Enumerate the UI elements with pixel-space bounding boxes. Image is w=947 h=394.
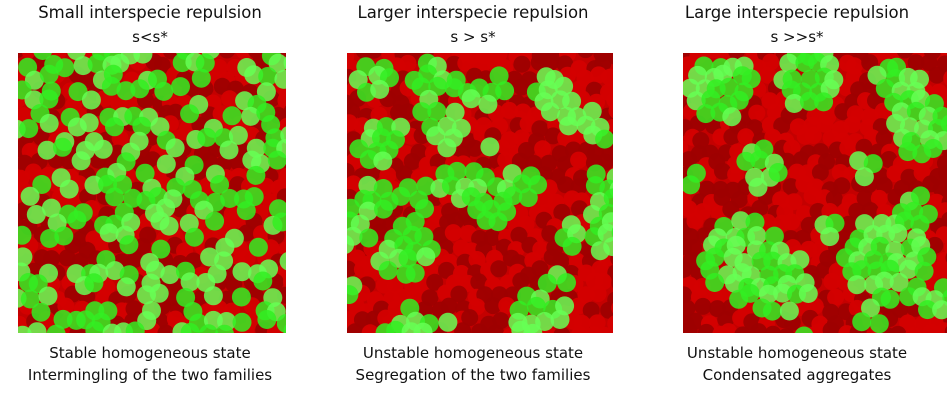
panel-small-repulsion: Small interspecie repulsion s<s* Stable … xyxy=(0,0,300,394)
panel-condition: s >>s* xyxy=(770,28,824,46)
simulation-image-aggregates xyxy=(683,53,947,333)
panel-caption-description: Intermingling of the two families xyxy=(27,366,273,384)
panel-caption-state: Unstable homogeneous state xyxy=(686,344,908,362)
panel-condition: s > s* xyxy=(450,28,496,46)
panel-larger-repulsion: Larger interspecie repulsion s > s* Unst… xyxy=(323,0,623,394)
panel-caption-description: Condensated aggregates xyxy=(702,366,892,384)
panel-title: Small interspecie repulsion xyxy=(38,3,262,22)
panel-caption-state: Unstable homogeneous state xyxy=(362,344,584,362)
panel-title: Larger interspecie repulsion xyxy=(357,3,589,22)
simulation-image-intermingled xyxy=(18,53,286,333)
panel-caption-description: Segregation of the two families xyxy=(355,366,591,384)
panel-title: Large interspecie repulsion xyxy=(684,3,910,22)
simulation-image-segregated xyxy=(347,53,613,333)
panel-large-repulsion: Large interspecie repulsion s >>s* Unsta… xyxy=(647,0,947,394)
panel-condition: s<s* xyxy=(132,28,168,46)
panel-caption-state: Stable homogeneous state xyxy=(49,344,251,362)
